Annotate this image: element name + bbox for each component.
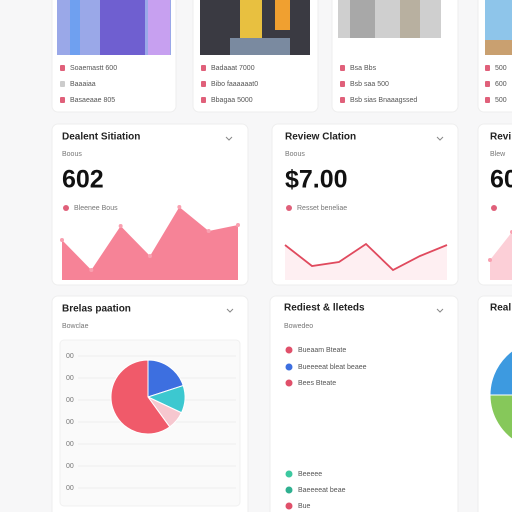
axis-label: 00 [66, 441, 74, 448]
legend-dot [285, 486, 293, 494]
axis-label: 00 [66, 397, 74, 404]
card [269, 295, 459, 512]
stat-value: 602 [62, 166, 104, 194]
legend-label: Bueeeeat bleat beaee [298, 364, 367, 371]
chevron[interactable] [225, 136, 444, 313]
card [477, 123, 512, 286]
legend-dot [285, 346, 293, 354]
stat-value: $7.00 [285, 166, 348, 194]
item-icon [485, 81, 490, 87]
legend-label: Bueaam Bteate [298, 347, 346, 354]
item-label: Bibo faaaaaat0 [211, 81, 258, 88]
item-label: 500 [495, 97, 507, 104]
point [60, 238, 64, 242]
item-icon [485, 65, 490, 71]
axis-label: 00 [66, 463, 74, 470]
pie-slice [489, 350, 512, 396]
area [62, 207, 238, 280]
point [148, 254, 152, 258]
image [338, 0, 441, 38]
axis-label: 00 [66, 353, 74, 360]
item-icon [60, 81, 65, 87]
point [236, 223, 240, 227]
legend-label: Bleenee Bous [74, 205, 118, 212]
item-icon [60, 97, 65, 103]
item-icon [60, 65, 65, 71]
point [206, 229, 211, 233]
item-icon [201, 65, 206, 71]
card-subtitle: Blew [490, 151, 506, 158]
item-label: Soaemastt 600 [70, 65, 117, 72]
axis-label: 00 [66, 485, 74, 492]
card [271, 123, 459, 286]
item-icon [201, 97, 206, 103]
image [57, 0, 171, 55]
stat-value: 60 [490, 166, 512, 194]
item-label: Baaaiaa [70, 81, 96, 88]
image [485, 0, 512, 55]
image [200, 0, 310, 55]
pie-slice [110, 359, 171, 435]
item-label: Bsa Bbs [350, 65, 377, 72]
card-subtitle: Bowclae [62, 323, 89, 330]
item-label: Badaaat 7000 [211, 65, 255, 72]
item-label: 500 [495, 65, 507, 72]
legend-label: Bees Bteate [298, 380, 336, 387]
item-icon [201, 81, 206, 87]
legend-dot [63, 205, 69, 211]
area [285, 244, 447, 280]
item-icon [340, 81, 345, 87]
legend-label: Baeeeeat beae [298, 487, 346, 494]
pie-slice [489, 394, 512, 440]
legend-label: Beeeee [298, 471, 322, 478]
card-title: Review Clation [285, 132, 356, 143]
legend-dot [285, 363, 293, 371]
card-subtitle: Bowedeo [284, 323, 313, 330]
item-label: 600 [495, 81, 507, 88]
legend-label: Resset beneliae [297, 205, 347, 212]
card-subtitle: Boous [62, 151, 82, 158]
legend-label: Bue [298, 503, 311, 510]
legend-dot [286, 205, 292, 211]
point [488, 258, 492, 262]
pie-slice [147, 359, 184, 398]
point [118, 224, 123, 228]
line [284, 242, 448, 272]
legend-dot [285, 470, 293, 478]
card-title: Revi [490, 132, 511, 143]
card-title: Brelas paation [62, 304, 131, 315]
item-label: Bsb sias Bnaaagssed [350, 97, 417, 104]
point [89, 268, 94, 272]
point [177, 205, 182, 209]
legend-dot [285, 379, 293, 387]
item-icon [485, 97, 490, 103]
card-title: Real [490, 303, 511, 314]
item-label: Bsb saa 500 [350, 81, 389, 88]
area [490, 232, 512, 280]
item-icon [340, 97, 345, 103]
axis-label: 00 [66, 375, 74, 382]
axis-label: 00 [66, 419, 74, 426]
item-label: Bbagaa 5000 [211, 97, 253, 104]
legend-dot [491, 205, 497, 211]
item-icon [340, 65, 345, 71]
card-title: Rediest & lleteds [284, 303, 365, 314]
card-subtitle: Boous [285, 151, 305, 158]
item-label: Basaeaae 805 [70, 97, 115, 104]
legend-dot [285, 502, 293, 510]
card-title: Dealent Sitiation [62, 132, 140, 143]
